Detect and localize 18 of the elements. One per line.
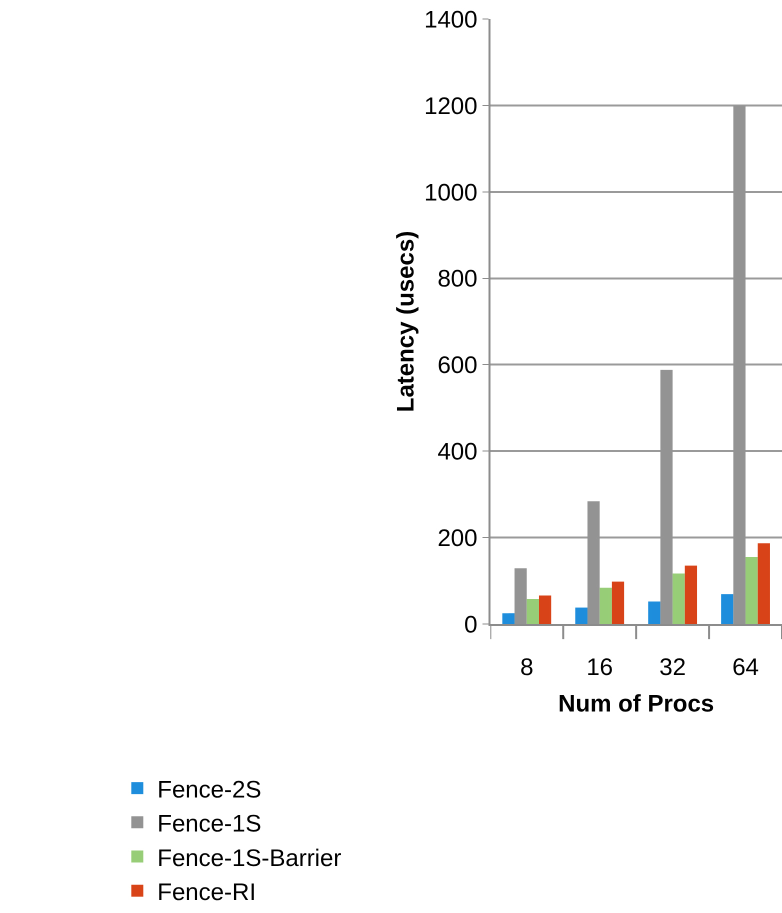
y-tick-label: 400 (437, 438, 478, 466)
y-tick-label: 1000 (424, 179, 478, 206)
y-tick-label: 600 (437, 352, 478, 380)
legend-label: Fence-2S (157, 776, 262, 804)
y-axis-title: Latency (usecs) (392, 230, 420, 412)
y-tick-label: 0 (464, 611, 478, 638)
x-axis-title: Num of Procs (558, 690, 714, 718)
legend-label: Fence-1S-Barrier (157, 844, 342, 872)
legend-label: Fence-1S (157, 810, 262, 838)
x-tick-label: 64 (732, 654, 759, 681)
y-tick-label: 1200 (424, 92, 478, 120)
x-tick-label: 32 (659, 654, 686, 681)
y-tick-label: 800 (437, 266, 478, 293)
x-tick-label: 8 (520, 654, 534, 681)
y-tick-label: 1400 (424, 6, 478, 34)
y-tick-label: 200 (437, 524, 478, 552)
x-tick-label: 16 (586, 654, 614, 681)
legend-label: Fence-RI (157, 879, 256, 906)
